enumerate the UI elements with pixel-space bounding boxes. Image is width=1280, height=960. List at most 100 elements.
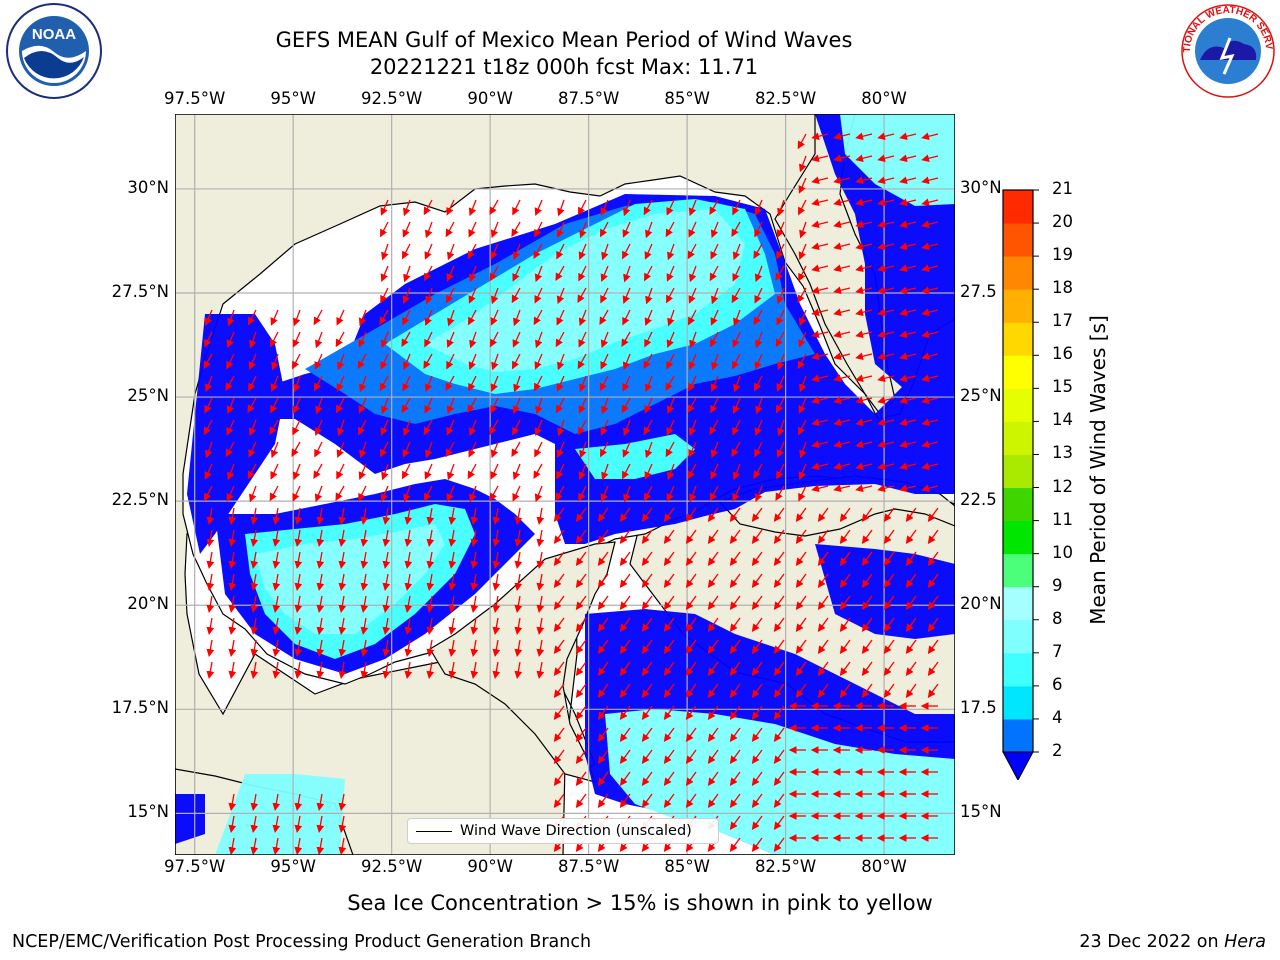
wave-direction-arrow — [663, 683, 675, 698]
wave-direction-arrow — [905, 617, 917, 632]
wave-direction-arrow — [337, 419, 345, 437]
wave-direction-arrow — [641, 727, 653, 742]
wave-direction-arrow — [448, 595, 457, 614]
wave-direction-arrow — [272, 573, 281, 592]
wave-direction-arrow — [404, 551, 413, 570]
wave-direction-arrow — [795, 639, 807, 654]
wave-direction-arrow — [811, 198, 829, 207]
wave-direction-arrow — [776, 243, 785, 260]
wave-direction-arrow — [553, 617, 565, 632]
wave-direction-arrow — [707, 771, 719, 786]
wave-direction-arrow — [468, 419, 477, 437]
wave-direction-arrow — [228, 573, 237, 592]
wave-direction-arrow — [228, 551, 237, 570]
lat-label-left: 17.5°N — [111, 698, 169, 718]
wave-direction-arrow — [445, 441, 455, 458]
wave-direction-arrow — [855, 198, 873, 207]
wave-direction-arrow — [707, 507, 719, 522]
wave-direction-arrow — [707, 705, 719, 720]
lon-label-top: 85°W — [664, 89, 710, 108]
wave-direction-arrow — [533, 463, 543, 480]
wave-direction-arrow — [513, 375, 521, 393]
wave-direction-arrow — [753, 463, 763, 480]
wave-direction-arrow — [619, 683, 631, 698]
wave-direction-arrow — [556, 221, 565, 238]
wave-direction-arrow — [600, 485, 609, 502]
wave-direction-arrow — [272, 529, 281, 548]
wave-direction-arrow — [921, 440, 939, 449]
wave-direction-arrow — [877, 132, 895, 141]
wave-direction-arrow — [228, 661, 237, 680]
wave-direction-arrow — [468, 287, 477, 304]
wave-direction-arrow — [811, 220, 829, 229]
wave-direction-arrow — [470, 507, 479, 526]
wave-direction-arrow — [534, 199, 543, 216]
wave-direction-arrow — [249, 331, 257, 349]
wave-direction-arrow — [403, 199, 411, 217]
wave-direction-arrow — [402, 287, 411, 304]
wave-direction-arrow — [575, 793, 587, 808]
wave-direction-arrow — [292, 397, 301, 414]
wave-direction-arrow — [492, 639, 501, 658]
wave-direction-arrow — [622, 243, 631, 260]
colorbar-bin — [1003, 256, 1033, 290]
wave-direction-arrow — [685, 507, 697, 522]
wave-direction-arrow — [316, 815, 325, 834]
colorbar-tick-label: 4 — [1052, 707, 1063, 727]
wave-direction-arrow — [294, 815, 303, 834]
wave-direction-arrow — [599, 375, 609, 392]
wave-direction-arrow — [710, 331, 719, 348]
wave-direction-arrow — [773, 573, 785, 588]
wave-direction-arrow — [709, 485, 719, 502]
wave-direction-arrow — [688, 419, 697, 437]
colorbar-tick-label: 10 — [1052, 542, 1073, 562]
wave-direction-arrow — [228, 815, 237, 834]
wave-direction-arrow — [663, 793, 675, 808]
wave-direction-arrow — [899, 220, 917, 229]
wave-direction-arrow — [855, 330, 873, 339]
wave-direction-arrow — [468, 353, 477, 370]
wave-direction-arrow — [877, 440, 895, 449]
wave-direction-arrow — [599, 309, 609, 326]
wave-direction-arrow — [381, 397, 389, 415]
wave-direction-arrow — [729, 529, 741, 544]
wave-direction-arrow — [272, 507, 281, 526]
wave-direction-arrow — [732, 397, 741, 414]
wave-direction-arrow — [360, 551, 369, 570]
wave-direction-arrow — [553, 573, 565, 588]
wave-direction-arrow — [687, 463, 697, 480]
wave-direction-arrow — [358, 485, 367, 502]
wave-direction-arrow — [314, 353, 323, 370]
wave-direction-arrow — [773, 727, 785, 742]
wave-direction-arrow — [380, 419, 389, 436]
wave-direction-arrow — [338, 507, 347, 526]
lon-label-top: 90°W — [467, 89, 513, 108]
wave-direction-arrow — [403, 485, 411, 503]
wave-direction-arrow — [619, 529, 631, 544]
colorbar-label: Mean Period of Wind Waves [s] — [1086, 315, 1110, 625]
colorbar-bin — [1003, 355, 1033, 389]
wave-direction-arrow — [883, 529, 895, 544]
colorbar-bin — [1003, 520, 1033, 555]
wave-direction-arrow — [338, 595, 347, 614]
wave-direction-arrow — [316, 617, 325, 636]
wave-direction-arrow — [448, 529, 457, 548]
wave-direction-arrow — [294, 837, 303, 855]
wave-direction-arrow — [426, 507, 435, 526]
wave-direction-arrow — [492, 617, 501, 636]
wave-direction-arrow — [817, 551, 829, 566]
wave-direction-arrow — [709, 199, 719, 216]
wave-direction-arrow — [899, 308, 917, 317]
wave-direction-arrow — [689, 265, 697, 283]
wave-direction-arrow — [729, 705, 741, 720]
wave-direction-arrow — [711, 353, 719, 371]
wave-direction-arrow — [899, 374, 917, 383]
colorbar-tick-label: 6 — [1052, 674, 1063, 694]
wave-direction-arrow — [382, 507, 391, 526]
wave-direction-arrow — [644, 397, 653, 414]
wave-direction-arrow — [250, 507, 259, 526]
wave-direction-arrow — [382, 529, 391, 548]
wave-direction-arrow — [470, 573, 479, 592]
wave-direction-arrow — [710, 375, 719, 392]
wave-direction-arrow — [512, 353, 521, 370]
